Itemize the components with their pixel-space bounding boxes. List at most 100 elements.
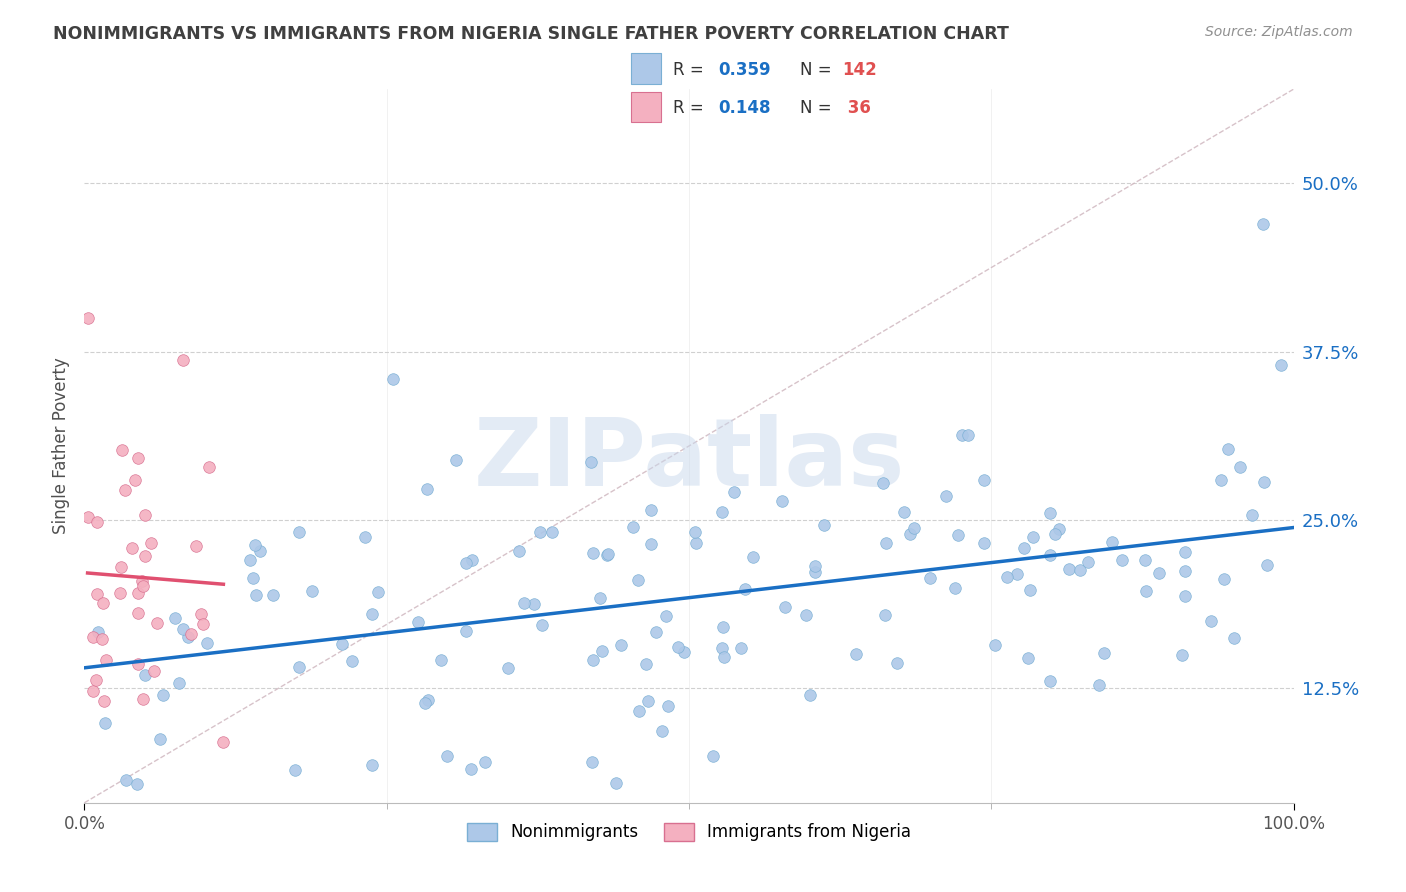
Point bbox=[581, 756, 603, 770]
Point bbox=[711, 620, 734, 634]
Point bbox=[127, 606, 149, 620]
Point bbox=[621, 519, 644, 533]
Point bbox=[1135, 584, 1157, 599]
Point bbox=[262, 588, 284, 602]
Point bbox=[627, 573, 650, 587]
Point bbox=[995, 570, 1018, 584]
Point bbox=[794, 608, 817, 623]
Point bbox=[710, 506, 733, 520]
Point bbox=[198, 459, 221, 474]
Point bbox=[598, 548, 620, 562]
Point bbox=[82, 684, 104, 698]
Point bbox=[935, 489, 957, 503]
FancyBboxPatch shape bbox=[631, 54, 661, 84]
Point bbox=[456, 556, 478, 570]
Point bbox=[886, 656, 908, 670]
Point bbox=[91, 596, 114, 610]
Text: N =: N = bbox=[800, 99, 837, 117]
Point bbox=[1133, 553, 1156, 567]
Point bbox=[803, 558, 825, 573]
Point bbox=[243, 538, 266, 552]
Point bbox=[82, 630, 104, 644]
Point bbox=[640, 503, 662, 517]
Point bbox=[1111, 552, 1133, 566]
Point bbox=[627, 704, 650, 718]
Point bbox=[127, 586, 149, 600]
Point bbox=[149, 731, 172, 746]
Point bbox=[1017, 651, 1039, 665]
Point bbox=[340, 654, 363, 668]
Text: 36: 36 bbox=[842, 99, 872, 117]
Point bbox=[657, 699, 679, 714]
Point bbox=[734, 582, 756, 596]
Point bbox=[460, 762, 482, 776]
Point bbox=[596, 549, 619, 563]
Point bbox=[172, 353, 194, 368]
Point bbox=[1174, 590, 1197, 604]
Point bbox=[121, 541, 143, 556]
Point bbox=[115, 772, 138, 787]
Point bbox=[918, 571, 941, 585]
Point bbox=[582, 653, 605, 667]
Legend: Nonimmigrants, Immigrants from Nigeria: Nonimmigrants, Immigrants from Nigeria bbox=[460, 816, 918, 848]
Point bbox=[436, 748, 458, 763]
Point bbox=[1240, 508, 1263, 523]
Point bbox=[239, 553, 262, 567]
Text: ZIPatlas: ZIPatlas bbox=[474, 414, 904, 507]
Point bbox=[1022, 530, 1045, 544]
Point bbox=[110, 585, 132, 599]
Point bbox=[1223, 631, 1246, 645]
Point bbox=[872, 475, 894, 490]
Point bbox=[1005, 567, 1028, 582]
Point bbox=[190, 607, 212, 621]
Point bbox=[903, 521, 925, 535]
Point bbox=[139, 536, 162, 550]
Point bbox=[91, 632, 114, 646]
Point bbox=[430, 653, 453, 667]
Y-axis label: Single Father Poverty: Single Father Poverty bbox=[52, 358, 70, 534]
Point bbox=[983, 638, 1005, 652]
Point bbox=[845, 647, 868, 661]
Text: 0.359: 0.359 bbox=[718, 61, 770, 78]
Point bbox=[1270, 358, 1292, 372]
Point bbox=[114, 483, 136, 498]
Point bbox=[513, 597, 536, 611]
Point bbox=[813, 517, 835, 532]
Point bbox=[474, 755, 496, 769]
Point bbox=[249, 544, 271, 558]
Point bbox=[76, 510, 98, 524]
Point bbox=[1039, 506, 1062, 520]
Point bbox=[134, 508, 156, 522]
Point bbox=[180, 627, 202, 641]
Point bbox=[413, 696, 436, 710]
Point bbox=[1101, 535, 1123, 549]
Point bbox=[1019, 583, 1042, 598]
Point bbox=[1039, 674, 1062, 689]
Point bbox=[952, 428, 974, 442]
Text: R =: R = bbox=[673, 61, 709, 78]
Text: 142: 142 bbox=[842, 61, 877, 78]
Point bbox=[444, 453, 467, 467]
Point bbox=[454, 624, 477, 638]
Point bbox=[1088, 678, 1111, 692]
Point bbox=[406, 615, 429, 629]
FancyBboxPatch shape bbox=[631, 92, 661, 122]
Point bbox=[461, 552, 484, 566]
Point bbox=[973, 474, 995, 488]
Text: R =: R = bbox=[673, 99, 709, 117]
Point bbox=[496, 661, 519, 675]
Point bbox=[898, 526, 921, 541]
Point bbox=[973, 535, 995, 549]
Point bbox=[893, 505, 915, 519]
Point bbox=[702, 748, 724, 763]
Point bbox=[212, 735, 235, 749]
Point bbox=[1012, 541, 1035, 555]
Point bbox=[367, 584, 389, 599]
Point bbox=[124, 473, 146, 487]
Point bbox=[191, 617, 214, 632]
Point bbox=[132, 579, 155, 593]
Point bbox=[1069, 563, 1091, 577]
Point bbox=[177, 630, 200, 644]
Point bbox=[637, 694, 659, 708]
Point bbox=[1256, 558, 1278, 572]
